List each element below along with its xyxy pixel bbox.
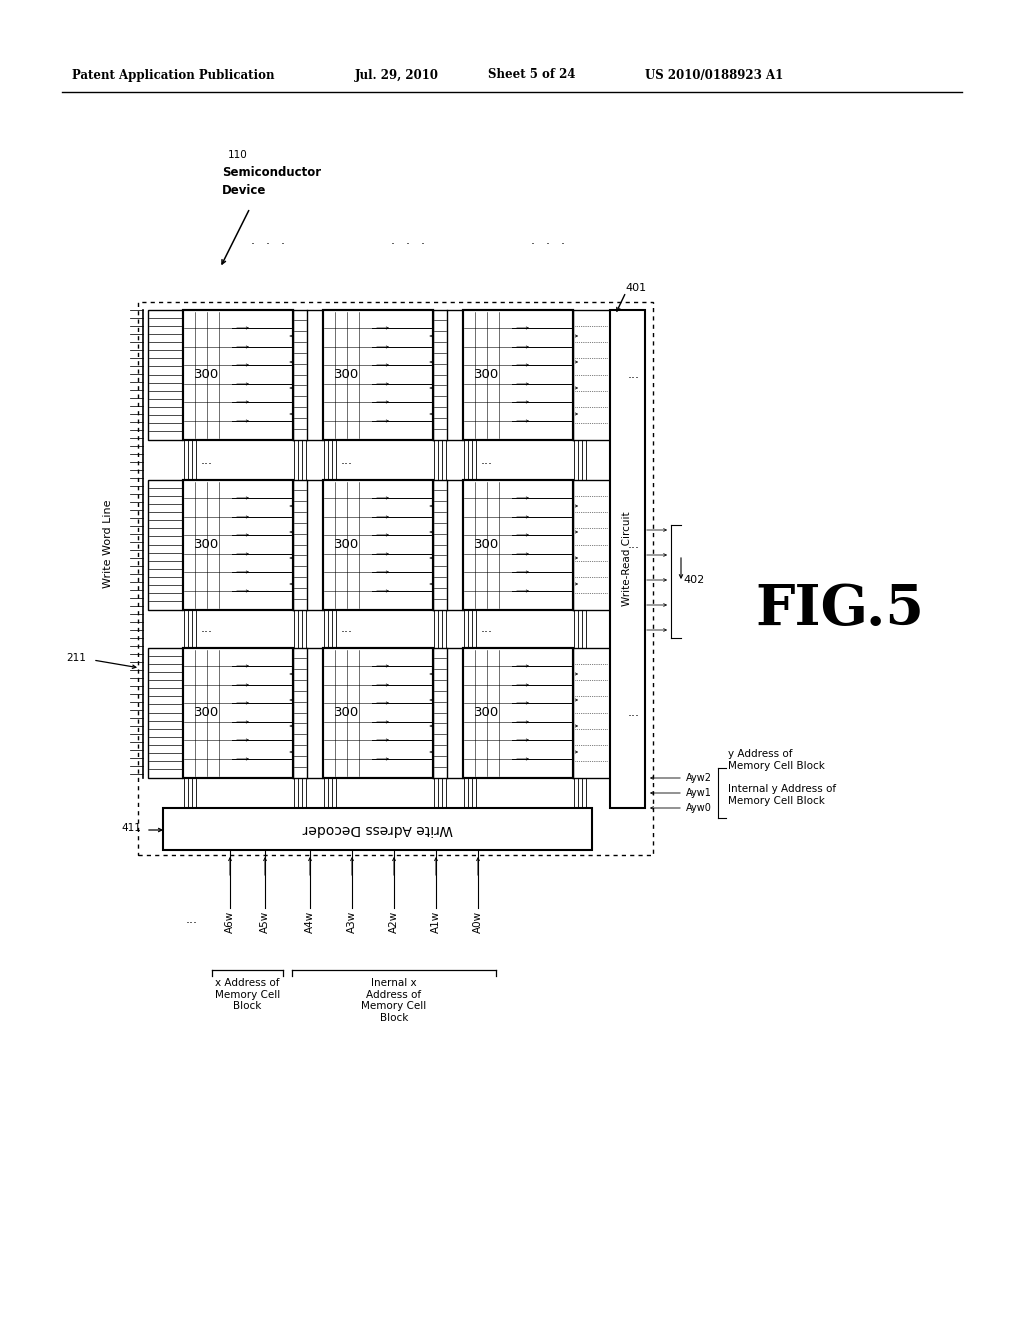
- Text: ...: ...: [628, 368, 640, 381]
- Text: .: .: [266, 234, 270, 247]
- Bar: [323, 480, 433, 610]
- Text: 300: 300: [335, 368, 359, 381]
- Bar: [148, 310, 183, 440]
- Text: Internal y Address of
Memory Cell Block: Internal y Address of Memory Cell Block: [728, 784, 837, 805]
- Bar: [610, 310, 645, 808]
- Text: 300: 300: [195, 539, 219, 552]
- Text: 402: 402: [683, 576, 705, 585]
- Bar: [463, 310, 573, 440]
- Text: ...: ...: [481, 454, 493, 466]
- Bar: [323, 310, 433, 440]
- Bar: [463, 648, 573, 777]
- Text: A4w: A4w: [305, 911, 315, 933]
- Text: ...: ...: [201, 454, 213, 466]
- Text: Write Word Line: Write Word Line: [103, 500, 113, 589]
- Text: Inernal x
Address of
Memory Cell
Block: Inernal x Address of Memory Cell Block: [361, 978, 427, 1023]
- Text: .: .: [281, 234, 285, 247]
- Text: 110: 110: [228, 150, 248, 160]
- Text: .: .: [421, 234, 425, 247]
- Bar: [463, 648, 573, 777]
- Text: 411: 411: [121, 822, 141, 833]
- Bar: [463, 480, 573, 610]
- Text: 300: 300: [335, 539, 359, 552]
- Text: A5w: A5w: [260, 911, 270, 933]
- Text: Ayw2: Ayw2: [686, 774, 712, 783]
- Text: Device: Device: [222, 185, 266, 198]
- Bar: [183, 480, 293, 610]
- Text: .: .: [391, 234, 395, 247]
- Text: ...: ...: [341, 454, 353, 466]
- Text: Write Adress Decoder: Write Adress Decoder: [302, 822, 453, 836]
- Text: 401: 401: [625, 282, 646, 293]
- Bar: [323, 310, 433, 440]
- Text: Jul. 29, 2010: Jul. 29, 2010: [355, 69, 439, 82]
- Text: A6w: A6w: [225, 911, 234, 933]
- Text: 211: 211: [67, 653, 86, 663]
- Bar: [183, 648, 293, 777]
- Text: 300: 300: [474, 706, 500, 719]
- Text: .: .: [251, 234, 255, 247]
- Text: ...: ...: [481, 623, 493, 635]
- Text: .: .: [546, 234, 550, 247]
- Text: Ayw0: Ayw0: [686, 803, 712, 813]
- Bar: [183, 480, 293, 610]
- Text: y Address of
Memory Cell Block: y Address of Memory Cell Block: [728, 750, 825, 771]
- Text: A0w: A0w: [473, 911, 483, 933]
- Text: .: .: [531, 234, 535, 247]
- Text: FIG.5: FIG.5: [755, 582, 924, 638]
- Bar: [148, 480, 183, 610]
- Bar: [323, 648, 433, 777]
- Bar: [163, 808, 592, 850]
- Text: 300: 300: [195, 368, 219, 381]
- Bar: [323, 480, 433, 610]
- Bar: [183, 310, 293, 440]
- Text: ...: ...: [341, 623, 353, 635]
- Bar: [463, 310, 573, 440]
- Text: Ayw1: Ayw1: [686, 788, 712, 799]
- Bar: [183, 310, 293, 440]
- Text: .: .: [561, 234, 565, 247]
- Text: ...: ...: [628, 539, 640, 552]
- Text: 300: 300: [335, 706, 359, 719]
- Text: ...: ...: [201, 623, 213, 635]
- Text: ...: ...: [186, 913, 198, 927]
- Text: 300: 300: [474, 539, 500, 552]
- Text: x Address of
Memory Cell
Block: x Address of Memory Cell Block: [215, 978, 281, 1011]
- Bar: [138, 302, 653, 855]
- Text: ...: ...: [628, 706, 640, 719]
- Text: Write-Read Circuit: Write-Read Circuit: [623, 512, 633, 606]
- Bar: [148, 648, 183, 777]
- Bar: [463, 480, 573, 610]
- Text: A1w: A1w: [431, 911, 441, 933]
- Text: Sheet 5 of 24: Sheet 5 of 24: [488, 69, 575, 82]
- Text: 300: 300: [474, 368, 500, 381]
- Text: US 2010/0188923 A1: US 2010/0188923 A1: [645, 69, 783, 82]
- Text: Semiconductor: Semiconductor: [222, 166, 322, 180]
- Bar: [183, 648, 293, 777]
- Text: A3w: A3w: [347, 911, 357, 933]
- Text: Patent Application Publication: Patent Application Publication: [72, 69, 274, 82]
- Text: .: .: [406, 234, 410, 247]
- Text: A2w: A2w: [389, 911, 399, 933]
- Bar: [323, 648, 433, 777]
- Text: 300: 300: [195, 706, 219, 719]
